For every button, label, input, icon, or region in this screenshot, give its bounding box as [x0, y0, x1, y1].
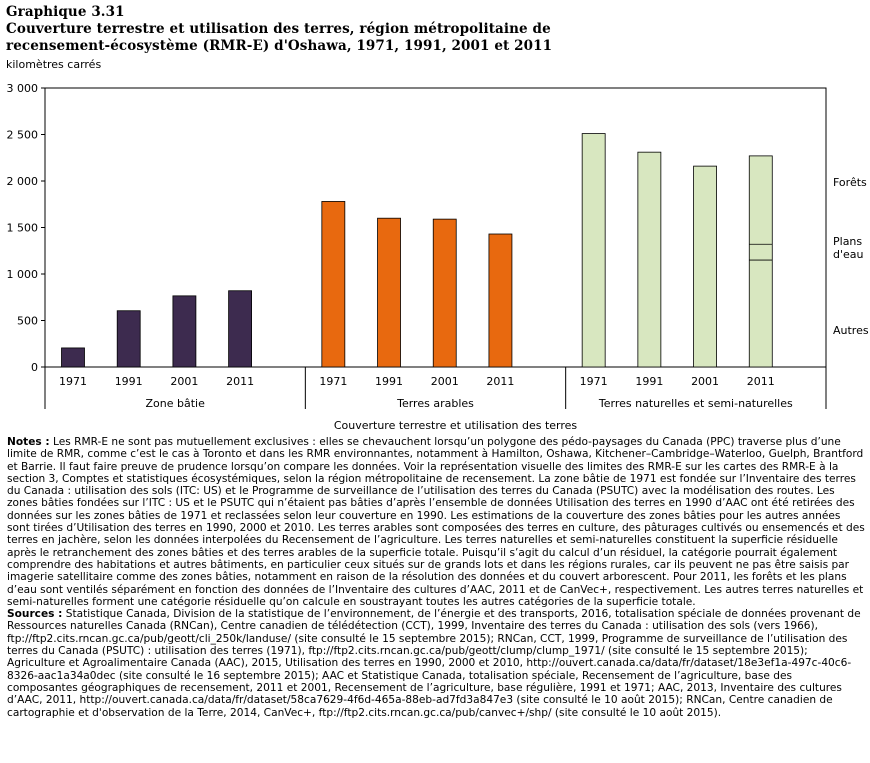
x-tick-label: 2011: [226, 375, 254, 388]
x-tick-label: 2011: [747, 375, 775, 388]
x-tick-label: 1971: [59, 375, 87, 388]
sources-text: Statistique Canada, Division de la stati…: [7, 608, 861, 719]
bar: [581, 133, 606, 368]
x-group-label: Terres naturelles et semi-naturelles: [598, 397, 793, 410]
sources-label: Sources :: [7, 608, 63, 621]
x-tick-label: 2001: [170, 375, 198, 388]
y-tick-label: 1 500: [7, 222, 39, 235]
y-tick-label: 0: [31, 361, 38, 374]
x-tick-label: 1991: [375, 375, 403, 388]
notes-block: Notes : Les RMR-E ne sont pas mutuelleme…: [7, 436, 865, 719]
bar: [488, 233, 513, 368]
chart-title-line-1: Couverture terrestre et utilisation des …: [6, 21, 551, 37]
bar: [116, 310, 141, 368]
bar: [637, 151, 662, 368]
x-tick-label: 1971: [580, 375, 608, 388]
x-tick-label: 1991: [635, 375, 663, 388]
sources-paragraph: Sources : Statistique Canada, Division d…: [7, 608, 865, 719]
notes-text: Les RMR-E ne sont pas mutuellement exclu…: [7, 436, 865, 608]
bar: [693, 165, 717, 368]
annotation-forets: Forêts: [833, 176, 867, 189]
x-tick-label: 2001: [691, 375, 719, 388]
x-tick-label: 1971: [319, 375, 347, 388]
annotation-plans: Plans: [833, 235, 862, 248]
bar: [748, 155, 773, 368]
x-tick-label: 1991: [115, 375, 143, 388]
bar: [61, 347, 85, 368]
chart-title-line-2: recensement-écosystème (RMR-E) d'Oshawa,…: [6, 38, 553, 54]
bar: [432, 218, 457, 368]
chart-title: Graphique 3.31 Couverture terrestre et u…: [6, 4, 552, 55]
chart-number: Graphique 3.31: [6, 4, 125, 20]
y-axis-unit-label: kilomètres carrés: [6, 58, 102, 71]
bar: [321, 201, 346, 368]
annotation-deau: d'eau: [833, 248, 864, 261]
x-tick-label: 2001: [431, 375, 459, 388]
bar: [172, 295, 197, 368]
x-axis-title: Couverture terrestre et utilisation des …: [334, 419, 578, 432]
x-group-label: Terres arables: [396, 397, 474, 410]
y-tick-label: 500: [17, 315, 38, 328]
bar: [377, 217, 401, 368]
bar: [228, 290, 253, 368]
y-tick-label: 2 000: [7, 175, 39, 188]
bar-chart: 0 500 1 000 1 500 2 000 2 500 3 000 1971 1991 200…: [7, 82, 869, 432]
annotation-autres: Autres: [833, 324, 869, 337]
x-tick-label: 2011: [486, 375, 514, 388]
y-tick-label: 1 000: [7, 268, 39, 281]
y-tick-label: 2 500: [7, 129, 39, 142]
notes-paragraph: Notes : Les RMR-E ne sont pas mutuelleme…: [7, 436, 865, 608]
notes-label: Notes :: [7, 436, 50, 448]
y-tick-label: 3 000: [7, 82, 39, 95]
x-group-label: Zone bâtie: [145, 397, 205, 410]
